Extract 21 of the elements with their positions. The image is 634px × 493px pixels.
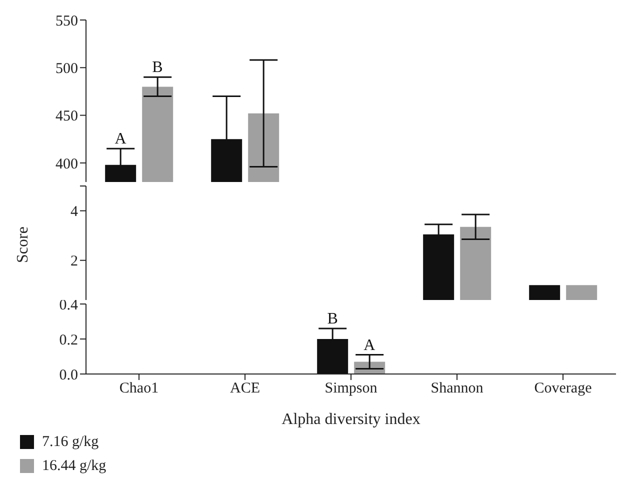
y-tick-label: 500 <box>56 60 78 77</box>
y-tick-label: 400 <box>56 156 78 172</box>
y-tick-label: 0.2 <box>59 332 78 348</box>
y-tick-label: 0.0 <box>59 367 78 384</box>
x-tick-label: Coverage <box>534 380 592 397</box>
x-axis-title: Alpha diversity index <box>282 411 420 428</box>
y-tick-label: 450 <box>56 108 78 125</box>
y-tick-label: 2 <box>70 254 78 270</box>
annotation: A <box>114 130 127 148</box>
y-axis-title: Score <box>14 226 32 263</box>
annotation: B <box>327 310 338 328</box>
legend-label: 16.44 g/kg <box>42 458 106 474</box>
y-tick-label: 550 <box>56 13 78 30</box>
y-tick-label: 4 <box>70 204 78 220</box>
annotation: B <box>152 59 163 76</box>
x-tick-label: ACE <box>230 380 260 397</box>
x-tick-label: Simpson <box>324 380 378 397</box>
x-tick-label: Shannon <box>430 380 484 397</box>
x-tick-label: Chao1 <box>119 380 159 397</box>
legend-label: 7.16 g/kg <box>42 434 99 450</box>
annotation: A <box>364 336 376 354</box>
